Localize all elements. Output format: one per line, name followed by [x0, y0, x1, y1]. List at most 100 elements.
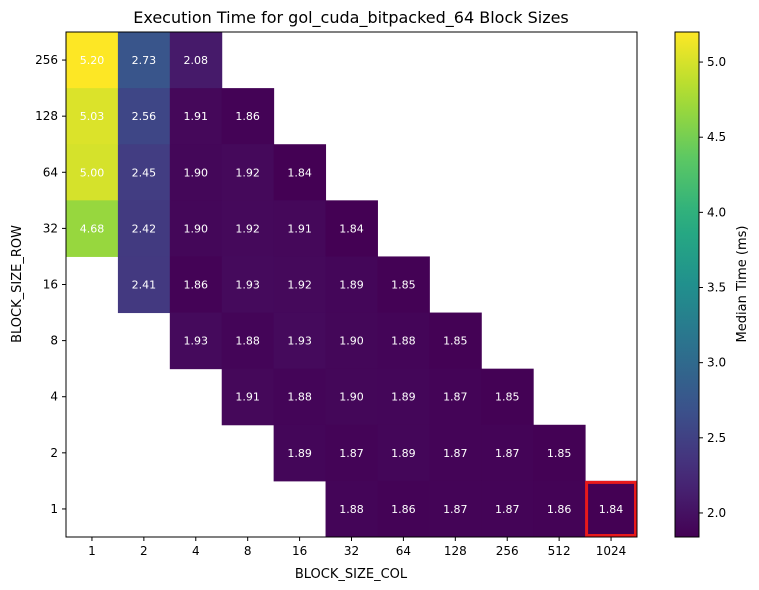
heatmap-cell: [429, 368, 482, 426]
cell-value-label: 1.89: [391, 447, 416, 460]
y-axis-ticks: 256 128 64 32 16 8 4 2 1: [35, 53, 66, 516]
heatmap-cell: [377, 368, 430, 426]
cell-value-label: 1.87: [443, 391, 468, 404]
heatmap-cell: [481, 480, 534, 538]
cell-value-label: 1.90: [339, 391, 364, 404]
colorbar-tick-label: 4.5: [707, 130, 726, 144]
heatmap-cell: [273, 256, 327, 314]
cell-value-label: 1.90: [184, 222, 209, 235]
highlight-box: [585, 480, 637, 537]
cell-value-label: 1.91: [184, 110, 209, 123]
cell-value-label: 1.84: [287, 166, 312, 179]
cell-value-label: 2.45: [132, 166, 157, 179]
x-tick-label: 32: [344, 544, 359, 558]
heatmap-cell: [429, 480, 482, 538]
colorbar-ticks: 2.0 2.5 3.0 3.5 4.0 4.5 5.0: [699, 55, 726, 520]
cell-value-label: 2.41: [132, 279, 157, 292]
colorbar-tick-label: 3.5: [707, 281, 726, 295]
x-tick-label: 1: [88, 544, 96, 558]
colorbar-tick-label: 5.0: [707, 55, 726, 69]
y-tick-label: 256: [35, 53, 58, 67]
y-tick-label: 2: [50, 446, 58, 460]
heatmap-cell: [325, 368, 378, 426]
cell-value-label: 1.85: [391, 279, 416, 292]
y-tick-label: 4: [50, 390, 58, 404]
colorbar-tick-label: 3.0: [707, 356, 726, 370]
cell-value-label: 1.84: [339, 222, 364, 235]
cell-value-label: 1.86: [391, 503, 416, 516]
heatmap-cell: [533, 480, 586, 538]
x-tick-label: 2: [140, 544, 148, 558]
heatmap-cell: [481, 424, 534, 482]
heatmap-cell: [221, 88, 275, 145]
cell-value-label: 1.90: [184, 166, 209, 179]
x-tick-label: 256: [496, 544, 519, 558]
heatmap-cell: [66, 144, 119, 201]
heatmap-cell: [325, 424, 378, 482]
heatmap-cell: [377, 424, 430, 482]
cell-value-label: 1.84: [599, 503, 624, 516]
cell-value-label: 1.93: [184, 335, 209, 348]
cell-value-label: 1.93: [235, 279, 260, 292]
cell-value-label: 1.91: [287, 222, 312, 235]
heatmap-cell: [66, 88, 119, 145]
y-tick-label: 8: [50, 334, 58, 348]
heatmap-cell: [117, 144, 171, 201]
y-tick-label: 16: [43, 278, 58, 292]
colorbar: [674, 31, 700, 538]
heatmap-cell: [481, 368, 534, 426]
heatmap-cells: 5.20 2.73 2.08 5.03 2.56 1.91 1.86 5.00 2.45 1.90…: [66, 32, 638, 538]
cell-value-label: 1.89: [339, 279, 364, 292]
heatmap-cell: [585, 480, 638, 538]
heatmap-cell: [117, 200, 171, 257]
cell-value-label: 1.93: [287, 335, 312, 348]
cell-value-label: 5.03: [80, 110, 105, 123]
heatmap-cell: [273, 144, 327, 201]
heatmap-cell: [221, 200, 275, 257]
heatmap-cell: [377, 256, 430, 314]
heatmap-cell: [325, 312, 378, 370]
heatmap-cell: [66, 200, 119, 257]
cell-value-label: 1.85: [547, 447, 572, 460]
heatmap-cell: [221, 312, 275, 370]
heatmap-cell: [273, 200, 327, 257]
cell-value-label: 1.87: [339, 447, 364, 460]
cell-value-label: 1.92: [235, 222, 260, 235]
cell-value-label: 4.68: [80, 222, 105, 235]
x-tick-label: 4: [192, 544, 200, 558]
cell-value-label: 1.85: [495, 391, 520, 404]
cell-value-label: 1.89: [391, 391, 416, 404]
heatmap-cell: [169, 200, 223, 257]
heatmap-cell: [533, 424, 586, 482]
heatmap-cell: [377, 480, 430, 538]
heatmap-cell: [377, 312, 430, 370]
cell-value-label: 1.91: [235, 391, 260, 404]
cell-value-label: 1.87: [495, 503, 520, 516]
y-axis-label: BLOCK_SIZE_ROW: [10, 225, 25, 343]
heatmap-cell: [325, 480, 378, 538]
heatmap-cell: [117, 88, 171, 145]
cell-value-label: 1.89: [287, 447, 312, 460]
heatmap-cell: [221, 256, 275, 314]
x-tick-label: 8: [244, 544, 252, 558]
x-tick-label: 128: [444, 544, 467, 558]
cell-value-label: 1.92: [287, 279, 312, 292]
colorbar-label: Median Time (ms): [735, 226, 750, 343]
x-axis-ticks: 1 2 4 8 16 32 64 128 256 512 1024: [88, 537, 626, 558]
colorbar-tick-label: 2.5: [707, 431, 726, 445]
cell-value-label: 1.88: [287, 391, 312, 404]
cell-value-label: 1.88: [339, 503, 364, 516]
cell-value-label: 1.85: [443, 335, 468, 348]
cell-value-label: 2.08: [184, 54, 209, 67]
cell-value-label: 1.88: [391, 335, 416, 348]
x-axis-label: BLOCK_SIZE_COL: [295, 567, 408, 582]
heatmap-cell: [273, 424, 327, 482]
cell-value-label: 2.42: [132, 222, 157, 235]
y-tick-label: 64: [43, 165, 58, 179]
heatmap-cell: [325, 256, 378, 314]
chart-title: Execution Time for gol_cuda_bitpacked_64…: [133, 8, 569, 28]
heatmap-cell: [117, 32, 171, 89]
heatmap-cell: [169, 312, 223, 370]
heatmap-cell: [273, 312, 327, 370]
